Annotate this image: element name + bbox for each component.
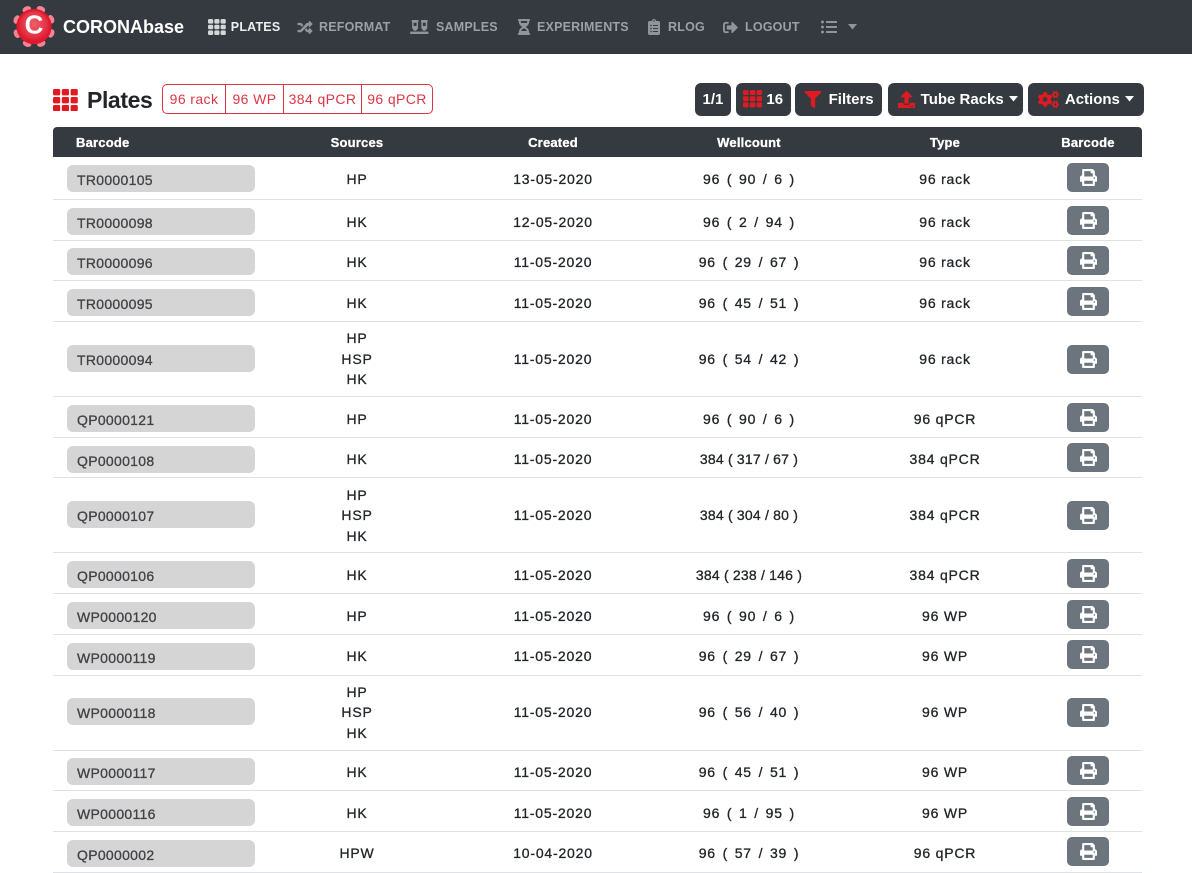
svg-text:C: C [25, 10, 44, 40]
